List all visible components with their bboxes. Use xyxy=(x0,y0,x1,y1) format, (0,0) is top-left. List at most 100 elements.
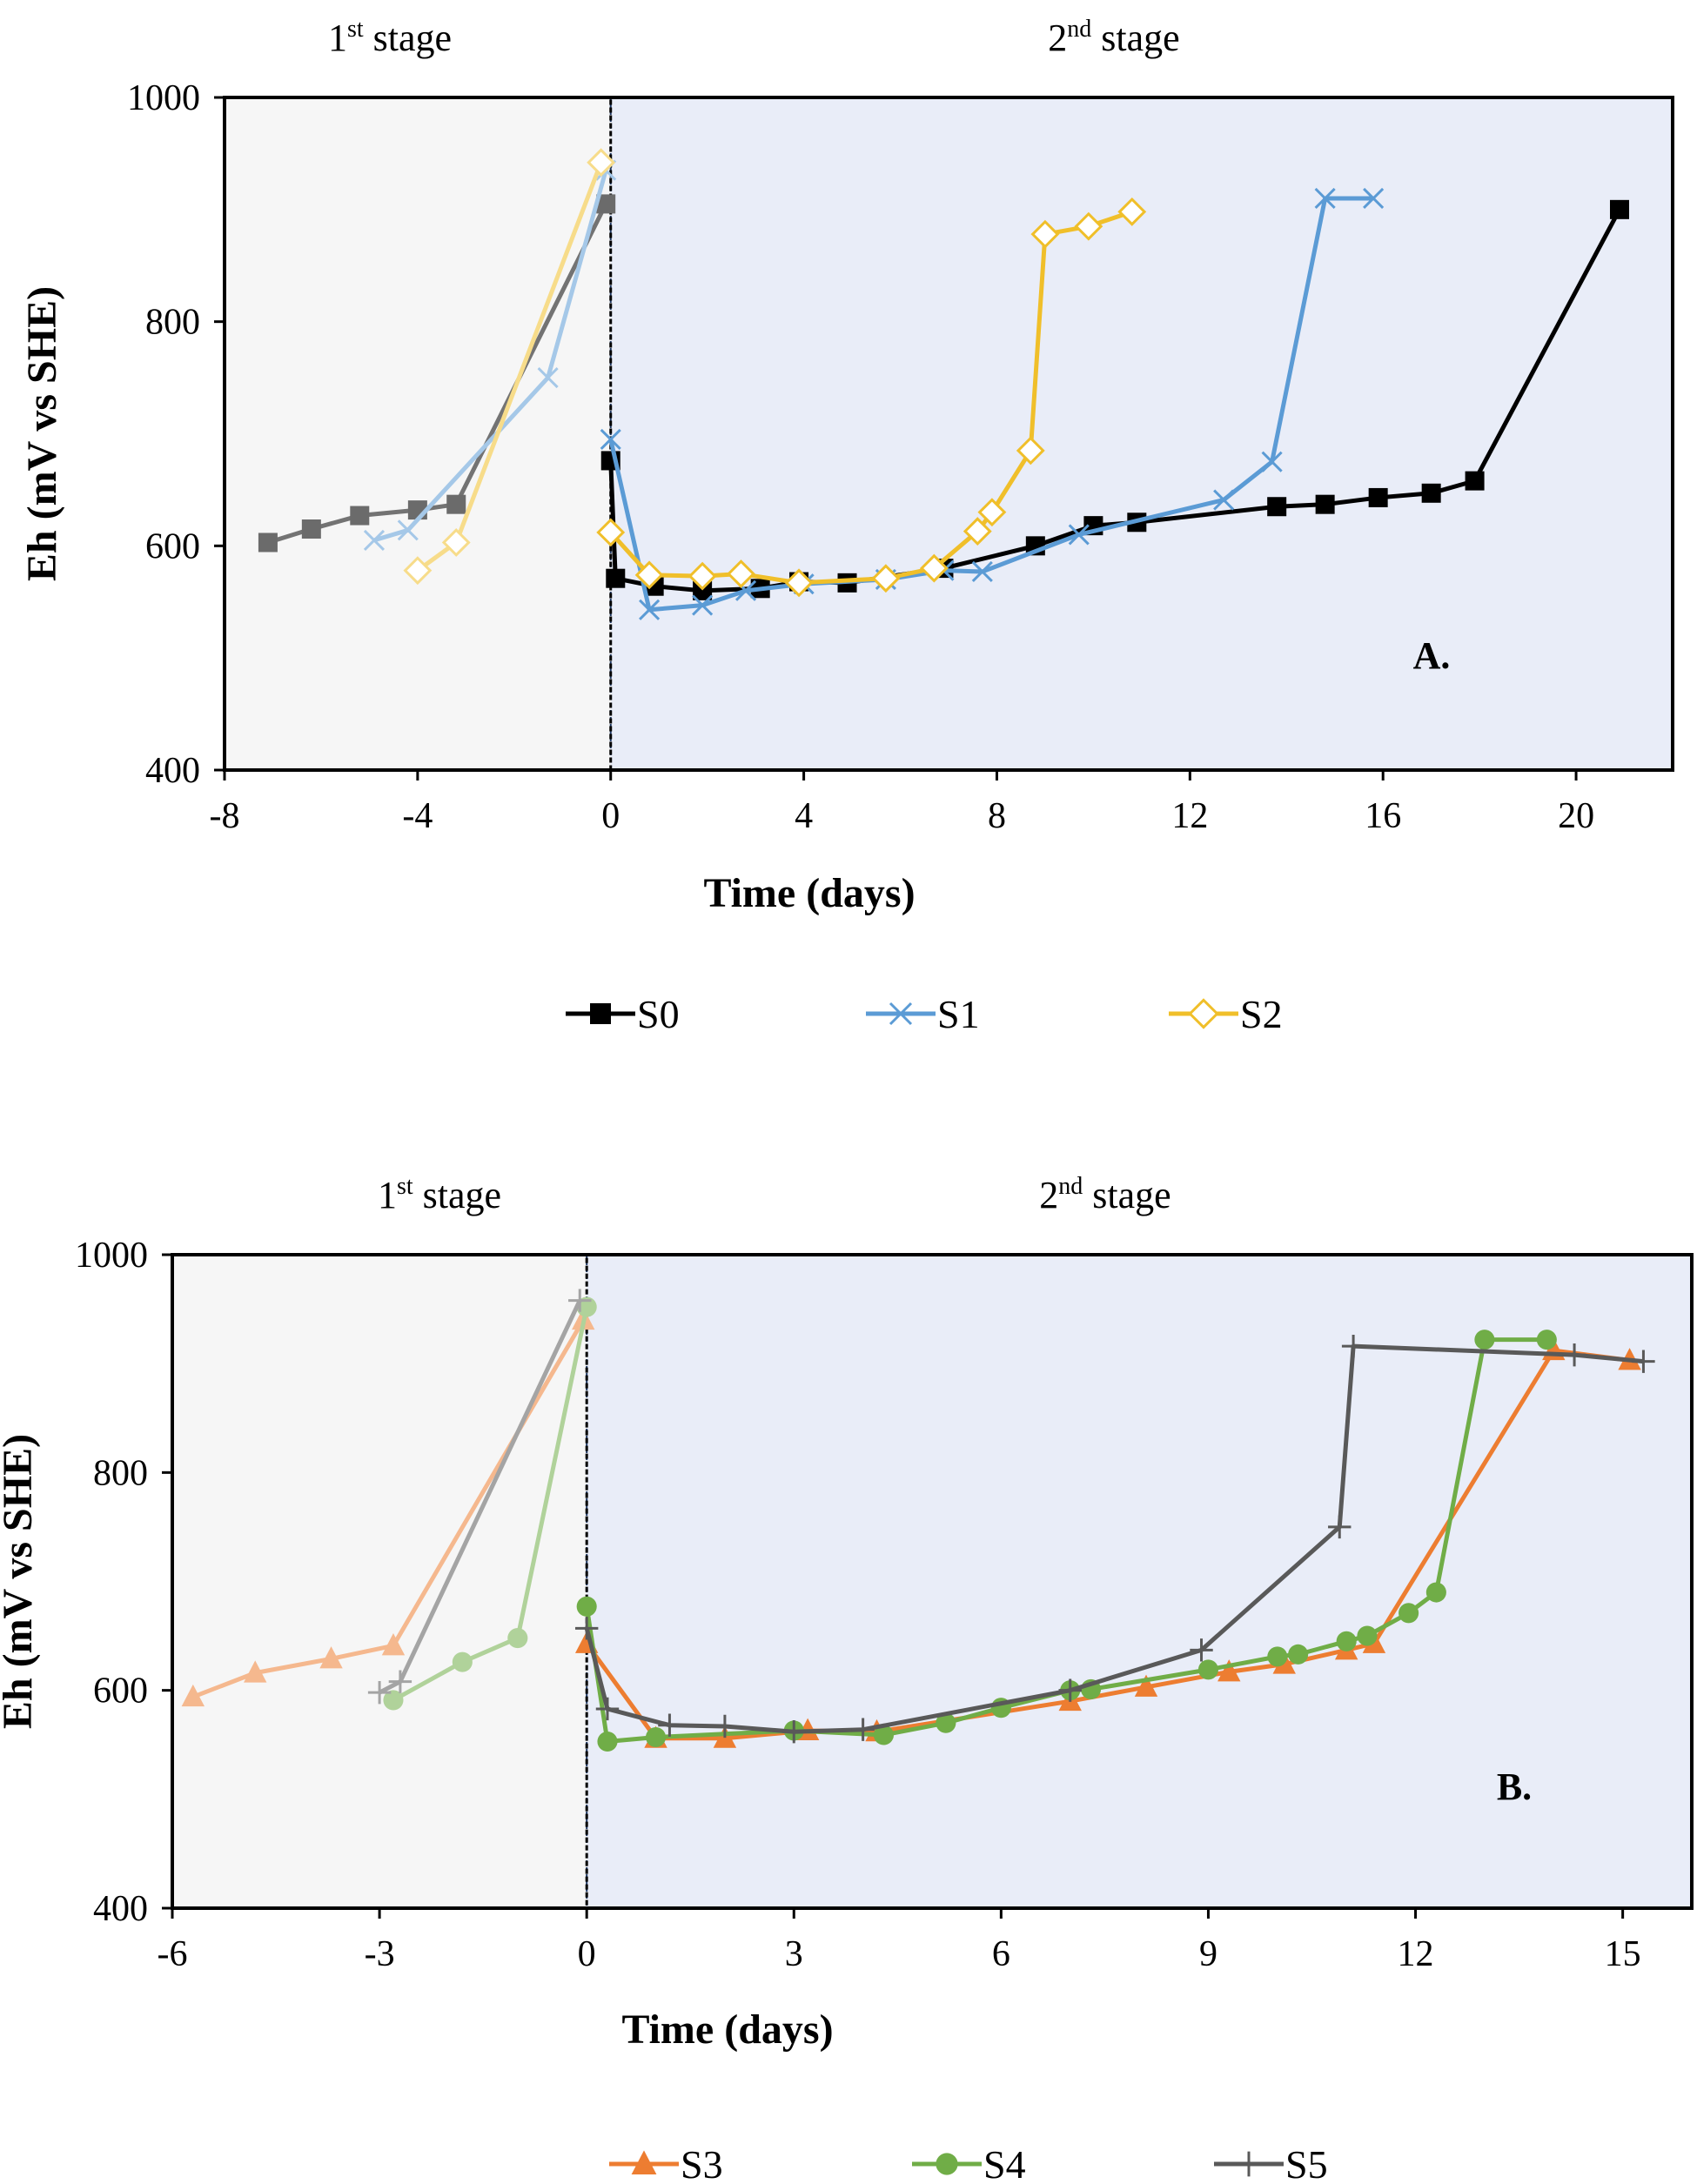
data-point-S4 xyxy=(1336,1631,1357,1651)
y-axis-title: Eh (mV vs SHE) xyxy=(0,1434,41,1729)
data-point-S2 xyxy=(596,518,626,547)
stage-1-region xyxy=(172,1255,587,1908)
data-point-S1 xyxy=(639,599,661,620)
data-point-S1 xyxy=(1261,451,1283,472)
y-tick-label: 1000 xyxy=(75,1236,148,1276)
data-point-S4 xyxy=(1399,1603,1419,1624)
data-point-S2 xyxy=(403,556,433,586)
data-point-S2 xyxy=(963,517,992,546)
stage-label-number: 2 xyxy=(1048,17,1067,59)
data-point-S5 xyxy=(1190,1638,1213,1662)
y-axis-title: Eh (mV vs SHE) xyxy=(19,286,65,581)
legend-marker-S3 xyxy=(631,2150,657,2174)
data-point-S5 xyxy=(595,1697,620,1721)
x-tick-label: 15 xyxy=(1605,1934,1641,1974)
stage-label-suffix: nd xyxy=(1067,16,1091,43)
y-tick-label: 400 xyxy=(93,1889,148,1929)
data-point-S5 xyxy=(713,1714,737,1738)
y-tick-label: 800 xyxy=(93,1453,148,1493)
data-point-S3 xyxy=(244,1660,267,1683)
x-tick-label: 8 xyxy=(988,796,1006,836)
data-point-S0 xyxy=(258,533,278,553)
data-point-S5 xyxy=(568,1289,592,1312)
data-point-S4 xyxy=(1357,1625,1378,1646)
series-line-stage1-S4 xyxy=(392,1306,589,1703)
data-point-S1 xyxy=(363,529,386,551)
data-point-S2 xyxy=(977,498,1007,527)
data-point-S2 xyxy=(587,148,616,178)
data-point-S5 xyxy=(782,1720,806,1744)
legend-label-S3: S3 xyxy=(681,2142,723,2184)
data-point-S1 xyxy=(1363,187,1385,210)
data-point-S0 xyxy=(606,568,626,588)
data-point-S1 xyxy=(1314,187,1336,210)
x-tick-label: 0 xyxy=(601,796,620,836)
data-point-S5 xyxy=(574,1617,599,1640)
data-point-S4 xyxy=(1197,1659,1219,1680)
x-tick-label: 6 xyxy=(992,1934,1010,1974)
x-tick-label: 9 xyxy=(1199,1934,1217,1974)
data-point-S3 xyxy=(1134,1674,1158,1697)
series-line-stage1-S1 xyxy=(373,170,608,543)
data-point-S4 xyxy=(1536,1330,1557,1350)
y-tick-label: 600 xyxy=(145,526,200,566)
data-point-S0 xyxy=(1465,471,1485,491)
stage-label-1: 1st stage xyxy=(328,16,452,59)
data-point-S1 xyxy=(971,560,993,583)
stage-2-region xyxy=(610,97,1673,770)
x-tick-label: -3 xyxy=(365,1934,395,1974)
stage-label-suffix: nd xyxy=(1058,1173,1083,1200)
stage-1-region xyxy=(225,97,611,770)
stage-label-suffix: st xyxy=(347,16,364,43)
stage-label-suffix: st xyxy=(397,1173,413,1200)
panel-label: B. xyxy=(1497,1765,1532,1808)
data-point-S1 xyxy=(537,367,559,389)
x-tick-label: 16 xyxy=(1365,796,1401,836)
series-S2 xyxy=(403,148,1147,598)
data-point-S0 xyxy=(693,580,713,600)
data-point-S0 xyxy=(1368,487,1388,507)
data-point-S3 xyxy=(381,1633,406,1656)
data-point-S1 xyxy=(1213,489,1235,511)
x-tick-label: 12 xyxy=(1171,796,1208,836)
legend-marker-S0 xyxy=(590,1003,611,1024)
x-axis-title: Time (days) xyxy=(621,2006,833,2053)
data-point-S5 xyxy=(658,1713,681,1737)
data-point-S5 xyxy=(388,1670,413,1693)
legend-label-S5: S5 xyxy=(1285,2142,1328,2184)
data-point-S3 xyxy=(319,1646,343,1669)
data-point-S1 xyxy=(1068,524,1090,546)
legend-marker-S4 xyxy=(936,2153,958,2175)
data-point-S5 xyxy=(1341,1334,1365,1358)
data-point-S1 xyxy=(692,594,714,616)
data-point-S2 xyxy=(1074,211,1103,241)
data-point-S5 xyxy=(1562,1343,1586,1367)
chart-panel-2: 1st stage 2nd stage-6 -3 0 3 6 9 12 154006008001… xyxy=(0,1173,1694,2184)
data-point-S4 xyxy=(452,1651,473,1672)
y-tick-label: 1000 xyxy=(127,78,200,118)
data-point-S4 xyxy=(507,1628,528,1649)
stage-label-text: stage xyxy=(1091,17,1179,59)
data-point-S0 xyxy=(1315,494,1335,514)
data-point-S4 xyxy=(1474,1330,1495,1350)
series-line-stage2-S5 xyxy=(584,1343,1644,1734)
data-point-S0 xyxy=(596,194,616,214)
panel-label: A. xyxy=(1413,634,1451,677)
plot-frame xyxy=(223,96,1674,772)
legend-marker-S5 xyxy=(1236,2151,1262,2177)
data-point-S4 xyxy=(1267,1646,1288,1667)
x-tick-label: -8 xyxy=(210,796,240,836)
data-point-S2 xyxy=(1030,219,1060,249)
legend-label-S1: S1 xyxy=(937,992,980,1036)
x-tick-label: 3 xyxy=(785,1934,803,1974)
y-tick-label: 600 xyxy=(93,1671,148,1712)
stage-2-region xyxy=(587,1255,1692,1908)
stage-label-text: stage xyxy=(413,1174,501,1216)
data-point-S2 xyxy=(1117,197,1147,226)
data-point-S0 xyxy=(1421,483,1441,503)
stage-label-2: 2nd stage xyxy=(1048,16,1179,59)
data-point-S2 xyxy=(1016,436,1045,466)
data-point-S0 xyxy=(1267,497,1287,517)
x-tick-label: -4 xyxy=(402,796,433,836)
